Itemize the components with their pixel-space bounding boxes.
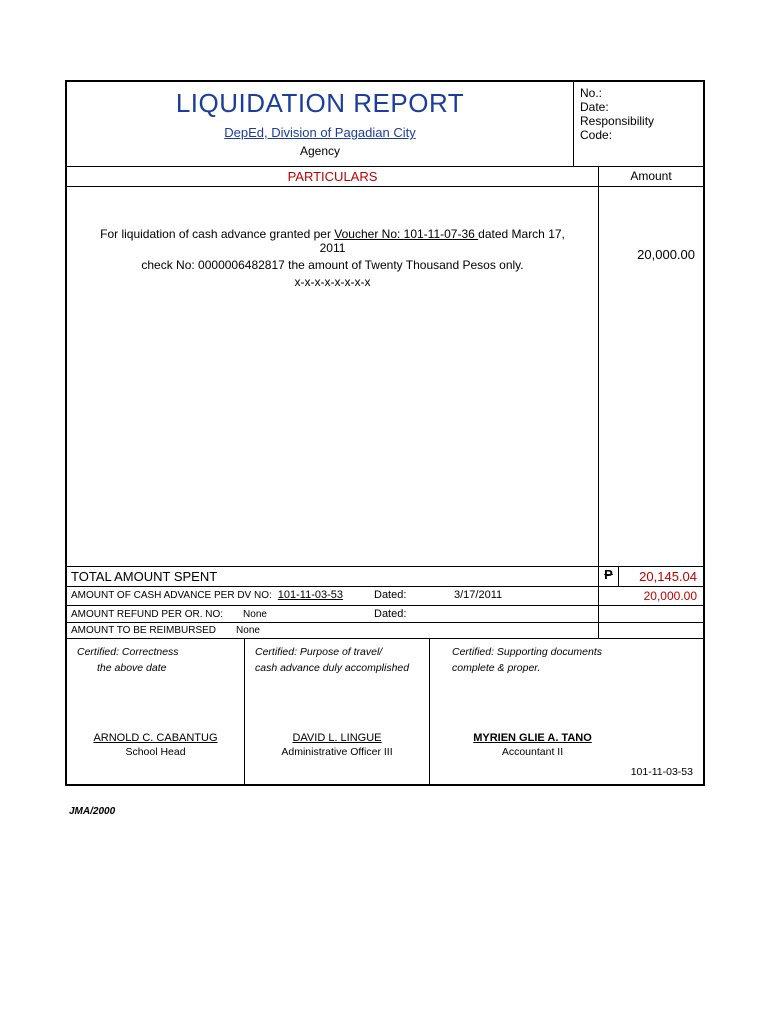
cert3-title: Accountant II: [440, 746, 625, 758]
certification-row: Certified: Correctness the above date AR…: [67, 639, 703, 784]
refund-amount: [598, 606, 703, 622]
reimburse-row: AMOUNT TO BE REIMBURSED None: [67, 623, 703, 639]
cert3-ref: 101-11-03-53: [631, 766, 693, 778]
refund-row: AMOUNT REFUND PER OR. NO: None Dated:: [67, 606, 703, 623]
reimburse-amount: [598, 623, 703, 638]
dv-dated-area: Dated: 3/17/2011: [374, 589, 594, 601]
voucher-link[interactable]: Voucher No: 101-11-07-36: [334, 227, 478, 241]
header-row: LIQUIDATION REPORT DepEd, Division of Pa…: [67, 82, 703, 167]
body-amount: 20,000.00: [598, 187, 703, 566]
header-side: No.: Date: Responsibility Code:: [573, 82, 703, 166]
dv-label-area: AMOUNT OF CASH ADVANCE PER DV NO: 101-11…: [67, 587, 598, 605]
footer-code: JMA/2000: [69, 806, 705, 817]
code-label: Code:: [580, 128, 697, 142]
body-line1a: For liquidation of cash advance granted …: [100, 227, 334, 241]
body-line2: check No: 0000006482817 the amount of Tw…: [87, 258, 578, 272]
column-headers: PARTICULARS Amount: [67, 167, 703, 187]
refund-label-area: AMOUNT REFUND PER OR. NO: None Dated:: [67, 606, 598, 622]
refund-dated-area: Dated:: [374, 608, 594, 620]
cert2-title: Administrative Officer III: [255, 746, 419, 758]
body-line1: For liquidation of cash advance granted …: [87, 227, 578, 255]
agency-label: Agency: [67, 144, 573, 158]
cert1-name: ARNOLD C. CABANTUG: [77, 732, 234, 744]
particulars-header: PARTICULARS: [67, 167, 598, 186]
cert-col3: Certified: Supporting documents complete…: [430, 639, 703, 784]
reimburse-value: None: [236, 625, 260, 636]
report-title: LIQUIDATION REPORT: [67, 88, 573, 119]
dv-label: AMOUNT OF CASH ADVANCE PER DV NO:: [71, 590, 272, 601]
responsibility-label: Responsibility: [580, 114, 697, 128]
body-row: For liquidation of cash advance granted …: [67, 187, 703, 567]
amount-header: Amount: [598, 167, 703, 186]
body-separator: x-x-x-x-x-x-x-x: [87, 275, 578, 289]
cert2-line2: cash advance duly accomplished: [255, 661, 419, 677]
total-row: TOTAL AMOUNT SPENT P 20,145.04: [67, 567, 703, 587]
cert1-line2: the above date: [77, 661, 234, 677]
currency-symbol: P: [598, 567, 618, 586]
dv-dated-label: Dated:: [374, 589, 454, 601]
total-amount: 20,145.04: [618, 567, 703, 586]
total-label: TOTAL AMOUNT SPENT: [67, 567, 598, 586]
cert3-line2: complete & proper.: [440, 661, 693, 677]
liquidation-report: LIQUIDATION REPORT DepEd, Division of Pa…: [65, 80, 705, 786]
cert-col2: Certified: Purpose of travel/ cash advan…: [245, 639, 430, 784]
reimburse-label-area: AMOUNT TO BE REIMBURSED None: [67, 623, 598, 638]
cert2-name: DAVID L. LINGUE: [255, 732, 419, 744]
dv-number: 101-11-03-53: [278, 589, 343, 601]
reimburse-label: AMOUNT TO BE REIMBURSED: [71, 625, 216, 636]
refund-value: None: [243, 609, 267, 620]
cert-col1: Certified: Correctness the above date AR…: [67, 639, 245, 784]
agency-link[interactable]: DepEd, Division of Pagadian City: [224, 125, 416, 140]
refund-label: AMOUNT REFUND PER OR. NO:: [71, 609, 223, 620]
cert2-line1: Certified: Purpose of travel/: [255, 645, 419, 661]
particulars-body: For liquidation of cash advance granted …: [67, 187, 598, 566]
cert1-title: School Head: [77, 746, 234, 758]
cert1-line1: Certified: Correctness: [77, 645, 234, 661]
cert3-name: MYRIEN GLIE A. TANO: [440, 732, 625, 744]
refund-dated-label: Dated:: [374, 608, 406, 620]
header-main: LIQUIDATION REPORT DepEd, Division of Pa…: [67, 82, 573, 166]
no-label: No.:: [580, 86, 697, 100]
dv-dated-value: 3/17/2011: [454, 589, 502, 601]
dv-row: AMOUNT OF CASH ADVANCE PER DV NO: 101-11…: [67, 587, 703, 606]
cert3-line1: Certified: Supporting documents: [440, 645, 693, 661]
dv-amount: 20,000.00: [598, 587, 703, 605]
date-label: Date:: [580, 100, 697, 114]
